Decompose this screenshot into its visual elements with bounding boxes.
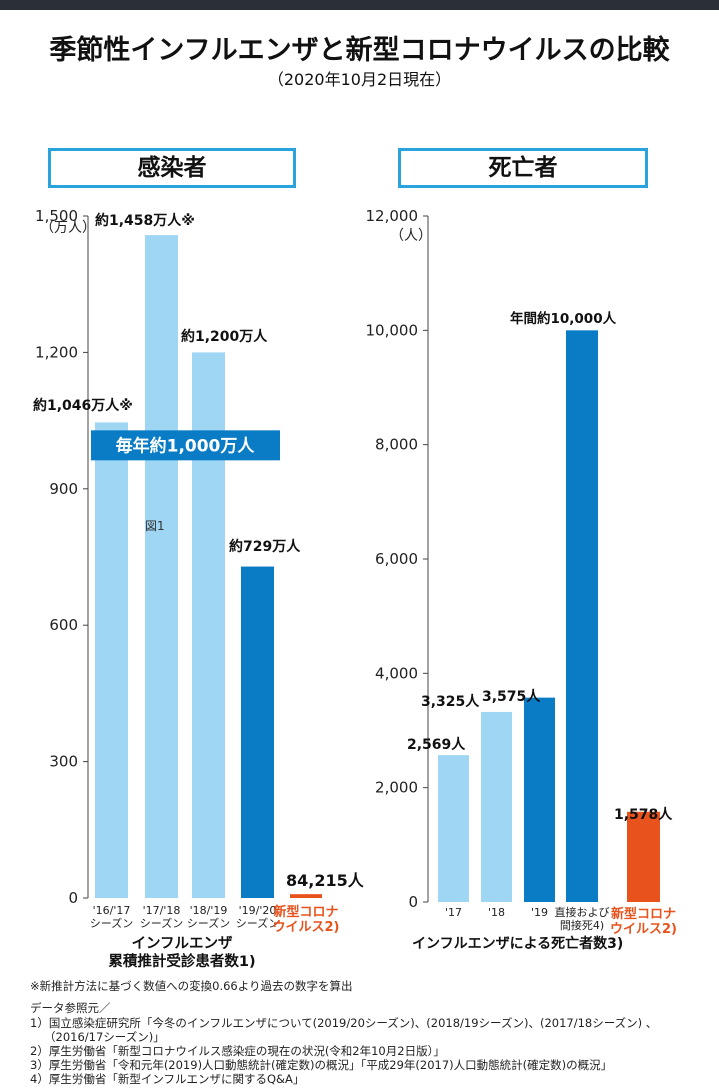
footnote-1: 1）国立感染症研究所「今冬のインフルエンザについて(2019/20シーズン)、(… bbox=[30, 1016, 658, 1030]
bar bbox=[241, 566, 274, 898]
data-label: 約1,200万人 bbox=[181, 328, 268, 345]
x-category-label: '17/'18 シーズン bbox=[140, 904, 183, 930]
footnote-3: 3）厚生労働省「令和元年(2019)人口動態統計(確定数)の概況」「平成29年(… bbox=[30, 1058, 613, 1072]
y-tick-label: 8,000 bbox=[375, 436, 418, 454]
footnote-1-cont: （2016/17シーズン)」 bbox=[44, 1030, 165, 1044]
bar bbox=[290, 894, 322, 898]
x-category-label: 新型コロナウイルス2) bbox=[273, 904, 340, 935]
y-tick-label: 2,000 bbox=[375, 779, 418, 797]
x-category-label: '18/'19 シーズン bbox=[187, 904, 230, 930]
data-label: 約1,458万人※ bbox=[95, 212, 195, 229]
footnote-asterisk: ※新推計方法に基づく数値への変換0.66より過去の数字を算出 bbox=[30, 979, 353, 993]
figure-label: 図1 bbox=[145, 519, 165, 533]
y-tick-label: 900 bbox=[49, 480, 78, 498]
x-category-label: 直接および間接死4) bbox=[555, 905, 610, 932]
y-unit-label: （人） bbox=[390, 228, 432, 244]
data-label: 約729万人 bbox=[229, 538, 301, 555]
footnote-source-heading: データ参照元／ bbox=[30, 1001, 111, 1015]
x-category-label: '18 bbox=[488, 906, 505, 919]
top-bar bbox=[0, 0, 719, 10]
x-category-label: '19/'20 シーズン bbox=[236, 904, 279, 930]
data-label: 年間約10,000人 bbox=[510, 310, 617, 327]
bar bbox=[145, 235, 178, 898]
y-tick-label: 300 bbox=[49, 753, 78, 771]
data-label: 84,215人 bbox=[286, 871, 365, 890]
panel-title-deaths: 死亡者 bbox=[398, 148, 648, 188]
bar bbox=[438, 755, 469, 902]
data-label: 3,575人 bbox=[482, 688, 541, 705]
y-tick-label: 1,200 bbox=[35, 343, 78, 361]
y-tick-label: 4,000 bbox=[375, 664, 418, 682]
data-label: 2,569人 bbox=[407, 736, 466, 753]
x-category-label: '17 bbox=[445, 906, 462, 919]
y-tick-label: 12,000 bbox=[366, 207, 419, 225]
page-title: 季節性インフルエンザと新型コロナウイルスの比較 bbox=[49, 35, 670, 66]
x-category-label: '19 bbox=[531, 906, 548, 919]
y-tick-label: 0 bbox=[68, 889, 78, 907]
annotation-banner-text: 毎年約1,000万人 bbox=[116, 435, 256, 456]
bar bbox=[524, 697, 555, 902]
y-unit-label: （万人） bbox=[40, 220, 96, 236]
y-tick-label: 6,000 bbox=[375, 550, 418, 568]
x-axis-label: インフルエンザによる死亡者数3) bbox=[412, 935, 623, 952]
x-category-label: 新型コロナウイルス2) bbox=[610, 906, 677, 937]
page-subtitle: （2020年10月2日現在） bbox=[267, 70, 452, 89]
bar bbox=[566, 330, 598, 902]
panel-title-infected: 感染者 bbox=[48, 148, 296, 188]
footnote-2: 2）厚生労働省「新型コロナウイルス感染症の現在の状況(令和2年10月2日版）」 bbox=[30, 1044, 445, 1058]
x-axis-label: インフルエンザ累積推計受診患者数1) bbox=[108, 935, 255, 970]
bar bbox=[481, 711, 512, 902]
footnote-4: 4）厚生労働省「新型インフルエンザに関するQ&A」 bbox=[30, 1072, 305, 1086]
annotation-banner bbox=[91, 430, 280, 461]
x-category-label: '16/'17 シーズン bbox=[90, 904, 133, 930]
data-label: 1,578人 bbox=[614, 806, 673, 823]
y-tick-label: 10,000 bbox=[366, 321, 419, 339]
data-label: 3,325人 bbox=[421, 693, 480, 710]
bar bbox=[95, 422, 128, 898]
y-tick-label: 0 bbox=[408, 893, 418, 911]
y-tick-label: 1,500 bbox=[35, 207, 78, 225]
y-tick-label: 600 bbox=[49, 616, 78, 634]
bar bbox=[627, 811, 660, 902]
data-label: 約1,046万人※ bbox=[33, 397, 133, 414]
